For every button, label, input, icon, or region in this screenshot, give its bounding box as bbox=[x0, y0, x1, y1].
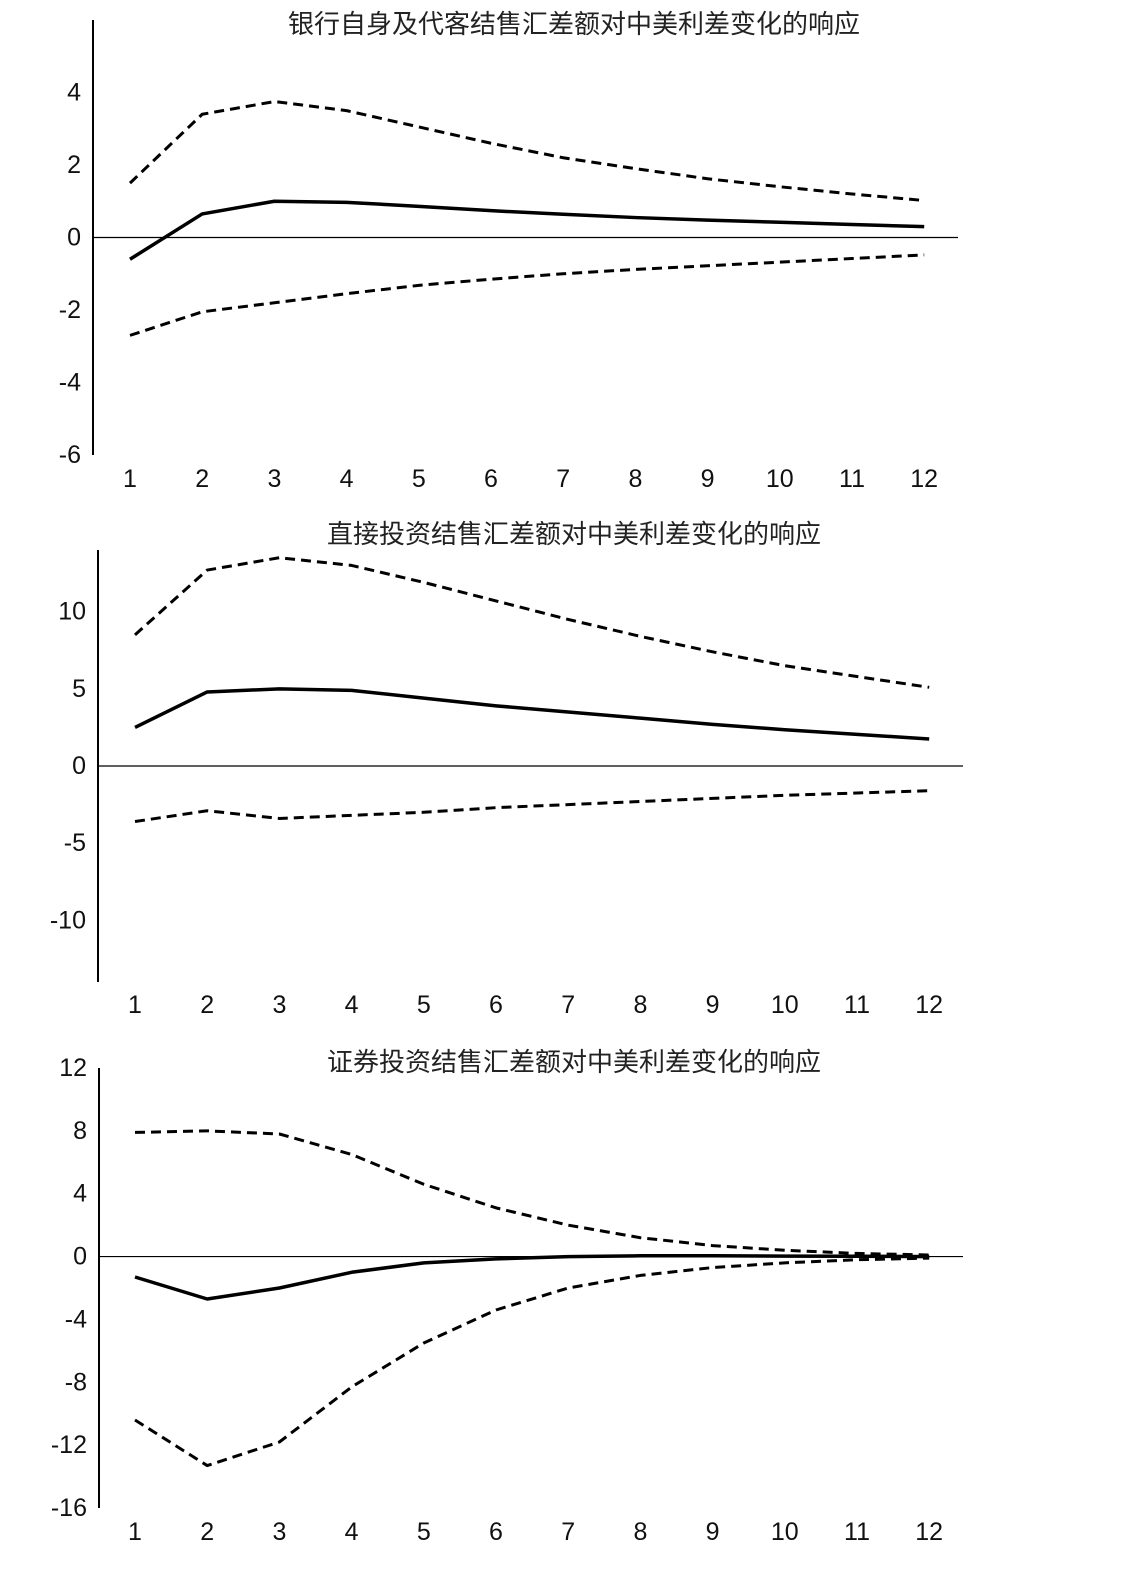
x-tick-label: 8 bbox=[628, 465, 642, 493]
x-tick-label: 10 bbox=[771, 1518, 799, 1546]
x-tick-label: 1 bbox=[128, 991, 142, 1019]
y-tick-label: 4 bbox=[67, 79, 81, 107]
chart-panel-2: 直接投资结售汇差额对中美利差变化的响应 10 5 0 -5 -10 1 2 3 4 5 6 7 8 9 10… bbox=[0, 510, 1148, 1030]
y-tick-label: -10 bbox=[50, 906, 86, 934]
y-tick-label: -8 bbox=[65, 1368, 87, 1396]
y-tick-label: -12 bbox=[51, 1431, 87, 1459]
x-tick-label: 12 bbox=[915, 1518, 943, 1546]
y-tick-label: 0 bbox=[73, 1243, 87, 1271]
y-tick-label: 4 bbox=[73, 1180, 87, 1208]
x-tick-label: 10 bbox=[771, 991, 799, 1019]
x-tick-label: 8 bbox=[633, 991, 647, 1019]
x-tick-label: 4 bbox=[340, 465, 354, 493]
x-tick-label: 1 bbox=[128, 1518, 142, 1546]
x-tick-label: 2 bbox=[200, 1518, 214, 1546]
x-tick-label: 5 bbox=[412, 465, 426, 493]
y-tick-label: 0 bbox=[72, 752, 86, 780]
x-tick-label: 5 bbox=[417, 1518, 431, 1546]
y-tick-label: 10 bbox=[58, 598, 86, 626]
confidence-band-line bbox=[128, 100, 925, 203]
confidence-band-line bbox=[134, 1129, 930, 1257]
y-tick-label: -6 bbox=[59, 441, 81, 469]
x-tick-label: 12 bbox=[915, 991, 943, 1019]
confidence-band-line bbox=[134, 1256, 930, 1468]
y-tick-label: 2 bbox=[67, 151, 81, 179]
chart-title: 直接投资结售汇差额对中美利差变化的响应 bbox=[326, 520, 821, 550]
y-tick-label: -4 bbox=[59, 369, 81, 397]
y-tick-label: 0 bbox=[67, 224, 81, 252]
confidence-band-line bbox=[134, 789, 930, 824]
impulse-response-line bbox=[134, 1254, 930, 1301]
x-tick-label: 11 bbox=[839, 465, 865, 493]
x-tick-label: 6 bbox=[489, 1518, 503, 1546]
x-tick-label: 2 bbox=[200, 991, 214, 1019]
y-tick-label: 12 bbox=[59, 1054, 87, 1082]
x-tick-label: 2 bbox=[195, 465, 209, 493]
x-tick-label: 3 bbox=[272, 1518, 286, 1546]
chart-svg: 420-2-4-61 2 3 4 5 6 7 8 9 10 11 12 bbox=[59, 20, 958, 493]
x-tick-label: 11 bbox=[844, 991, 870, 1019]
chart-title: 证券投资结售汇差额对中美利差变化的响应 bbox=[326, 1048, 821, 1078]
y-tick-label: -16 bbox=[51, 1494, 87, 1522]
x-tick-label: 6 bbox=[489, 991, 503, 1019]
x-tick-label: 7 bbox=[561, 991, 575, 1019]
x-tick-label: 12 bbox=[910, 465, 938, 493]
impulse-response-line bbox=[129, 199, 925, 261]
y-tick-label: 8 bbox=[73, 1117, 87, 1145]
x-tick-label: 10 bbox=[766, 465, 794, 493]
x-tick-label: 9 bbox=[701, 465, 715, 493]
x-tick-label: 4 bbox=[345, 1518, 359, 1546]
impulse-response-line bbox=[134, 687, 930, 741]
x-tick-label: 7 bbox=[556, 465, 570, 493]
x-tick-label: 5 bbox=[417, 991, 431, 1019]
x-tick-label: 6 bbox=[484, 465, 498, 493]
x-tick-label: 9 bbox=[706, 1518, 720, 1546]
y-tick-label: -2 bbox=[59, 296, 81, 324]
confidence-band-line bbox=[133, 556, 930, 689]
x-tick-label: 9 bbox=[706, 991, 720, 1019]
x-tick-label: 7 bbox=[561, 1518, 575, 1546]
x-tick-label: 11 bbox=[844, 1518, 870, 1546]
chart-panel-1: 银行自身及代客结售汇差额对中美利差变化的响应 4 2 0 -2 -4 -6 1 2 3 4 5 6 7 8… bbox=[0, 0, 1148, 500]
y-tick-label: 5 bbox=[72, 675, 86, 703]
chart-title: 银行自身及代客结售汇差额对中美利差变化的响应 bbox=[287, 10, 860, 40]
chart-panel-3: 证券投资结售汇差额对中美利差变化的响应 12 8 4 0 -4 -8 -12 -16 1 2 3 4 5… bbox=[0, 1040, 1148, 1569]
x-tick-label: 3 bbox=[272, 991, 286, 1019]
confidence-band-line bbox=[129, 253, 925, 337]
y-tick-label: -4 bbox=[65, 1305, 87, 1333]
x-tick-label: 3 bbox=[267, 465, 281, 493]
x-tick-label: 4 bbox=[345, 991, 359, 1019]
x-tick-label: 8 bbox=[633, 1518, 647, 1546]
y-tick-label: -5 bbox=[64, 829, 86, 857]
x-tick-label: 1 bbox=[123, 465, 137, 493]
